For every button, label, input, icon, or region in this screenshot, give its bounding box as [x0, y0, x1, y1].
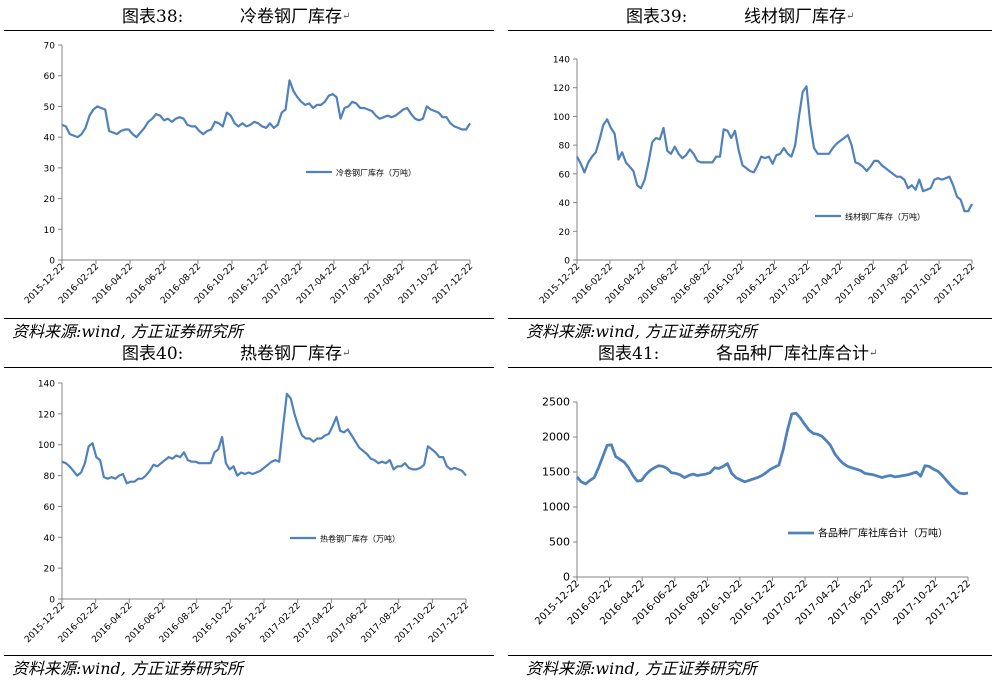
legend-label: 各品种厂库社库合计（万吨）	[818, 527, 948, 540]
return-mark-icon: ↵	[869, 348, 878, 359]
legend: 各品种厂库社库合计（万吨）	[788, 527, 948, 540]
y-tick-label: 30	[44, 164, 56, 174]
source-note: 资料来源:wind, 方正证券研究所	[12, 659, 243, 678]
y-tick-label: 120	[553, 84, 570, 94]
legend-label: 线材钢厂库存（万吨）	[845, 212, 925, 222]
y-tick-label: 2000	[542, 431, 570, 444]
y-tick-label: 1500	[542, 466, 570, 479]
source-rule	[508, 318, 992, 319]
figure-title: 图表41: 各品种厂库社库合计 ↵	[598, 343, 877, 365]
source-note: 资料来源:wind, 方正证券研究所	[526, 322, 757, 341]
figure-number: 图表39:	[626, 7, 688, 27]
chart-total-inventory: 050010001500200025002015-12-222016-02-22…	[533, 396, 973, 628]
y-tick-label: 120	[38, 410, 55, 420]
y-tick-label: 80	[559, 142, 571, 152]
y-tick-label: 70	[44, 42, 56, 52]
figure-title: 图表40: 热卷钢厂库存 ↵	[122, 343, 350, 365]
panel-wire-rod: 图表39: 线材钢厂库存 ↵ 0 20 40 60 80 100 120 140 2015-12-2…	[498, 0, 996, 341]
source-note: 资料来源:wind, 方正证券研究所	[12, 322, 243, 341]
figure-caption: 线材钢厂库存	[744, 7, 846, 27]
y-tick-label: 1000	[542, 501, 570, 514]
legend: 线材钢厂库存（万吨）	[815, 212, 925, 222]
series-line	[576, 85, 973, 213]
y-tick-label: 140	[553, 56, 570, 66]
source-rule	[508, 655, 992, 656]
source-note: 资料来源:wind, 方正证券研究所	[526, 659, 757, 678]
y-tick-label: 20	[44, 565, 56, 575]
y-tick-label: 20	[44, 195, 56, 205]
series-line	[61, 392, 467, 485]
y-tick-label: 60	[44, 503, 56, 513]
figure-number: 图表40:	[122, 344, 184, 364]
y-tick-label: 2500	[542, 396, 570, 409]
panel-hot-coil: 图表40: 热卷钢厂库存 ↵ 0 20 40 60 80 100 120 140 2015-12-2…	[0, 341, 496, 683]
chart-cold-coil: 0102030405060702015-12-222016-02-222016-…	[23, 42, 475, 307]
y-tick-label: 50	[44, 103, 56, 113]
y-tick-label: 100	[553, 113, 570, 123]
figure-number: 图表41:	[598, 344, 660, 364]
figure-caption: 各品种厂库社库合计	[716, 344, 869, 364]
y-tick-label: 0	[49, 596, 55, 606]
figure-title: 图表39: 线材钢厂库存 ↵	[626, 6, 854, 28]
y-tick-label: 140	[38, 380, 55, 390]
y-tick-label: 0	[563, 571, 570, 584]
y-tick-label: 0	[564, 257, 570, 267]
y-tick-label: 500	[549, 536, 570, 549]
y-tick-label: 40	[44, 134, 56, 144]
legend: 冷卷钢厂库存（万吨）	[306, 168, 416, 178]
legend: 热卷钢厂库存（万吨）	[290, 534, 400, 544]
title-rule	[508, 30, 992, 31]
panel-cold-coil: 图表38: 冷卷钢厂库存 ↵ 0 10 20 30 40 50 60 70 2015-12-22 20…	[0, 0, 496, 341]
y-tick-label: 10	[44, 226, 56, 236]
y-tick-label: 40	[44, 534, 56, 544]
y-tick-label: 0	[49, 257, 55, 267]
source-rule	[4, 318, 494, 319]
chart-hot-coil: 0204060801001201402015-12-222016-02-2220…	[23, 380, 471, 646]
y-tick-label: 80	[44, 472, 56, 482]
return-mark-icon: ↵	[342, 11, 351, 22]
title-rule	[4, 30, 494, 31]
title-rule	[4, 367, 494, 368]
panel-total-inventory: 图表41: 各品种厂库社库合计 ↵ 0 500 1000 1500 2000 2500 2015…	[498, 341, 996, 683]
return-mark-icon: ↵	[342, 348, 351, 359]
figure-number: 图表38:	[122, 7, 184, 27]
y-tick-label: 100	[38, 441, 55, 451]
series-line	[61, 79, 471, 139]
source-rule	[4, 655, 494, 656]
figure-title: 图表38: 冷卷钢厂库存 ↵	[122, 6, 350, 28]
chart-wire-rod: 0204060801001201402015-12-222016-02-2220…	[538, 56, 977, 307]
y-tick-label: 60	[559, 170, 571, 180]
legend-label: 热卷钢厂库存（万吨）	[320, 534, 400, 544]
series-line	[575, 411, 969, 496]
y-tick-label: 40	[559, 199, 571, 209]
title-rule	[508, 367, 992, 368]
legend-label: 冷卷钢厂库存（万吨）	[336, 168, 416, 178]
y-tick-label: 20	[559, 228, 571, 238]
y-tick-label: 60	[44, 72, 56, 82]
figure-caption: 热卷钢厂库存	[240, 344, 342, 364]
return-mark-icon: ↵	[846, 11, 855, 22]
figure-caption: 冷卷钢厂库存	[240, 7, 342, 27]
